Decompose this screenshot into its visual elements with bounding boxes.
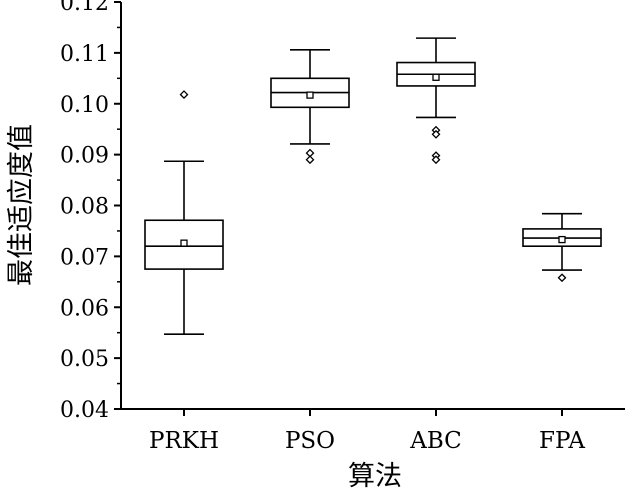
mean-marker <box>180 239 188 247</box>
y-ticks: 0.04 0.05 0.06 0.07 0.08 0.09 0.10 0.11 0.12 <box>60 0 121 423</box>
y-tick-label: 0.04 <box>60 398 109 423</box>
x-categories: PRKH PSO ABC FPA <box>149 409 585 454</box>
x-category-label: PRKH <box>149 428 219 454</box>
outlier-point <box>431 155 441 165</box>
mean-marker <box>432 73 440 81</box>
x-axis-title: 算法 <box>348 461 402 492</box>
y-tick-label: 0.11 <box>60 42 109 67</box>
y-tick-label: 0.12 <box>60 0 109 16</box>
y-tick-label: 0.10 <box>60 93 109 118</box>
box-prkh <box>144 90 224 336</box>
x-category-label: FPA <box>539 428 585 454</box>
y-tick-label: 0.05 <box>60 347 109 372</box>
y-tick-label: 0.08 <box>60 195 109 220</box>
box-fpa <box>522 212 602 283</box>
mean-marker <box>306 91 314 99</box>
outlier-point <box>431 129 441 139</box>
x-category-label: PSO <box>285 428 335 454</box>
y-tick-label: 0.06 <box>60 296 109 321</box>
box-abc <box>396 37 476 165</box>
y-tick-label: 0.07 <box>60 245 109 270</box>
mean-marker <box>558 235 566 244</box>
outlier-point <box>557 273 567 283</box>
axes <box>120 2 625 410</box>
y-axis-title: 最佳适应度值 <box>6 124 37 286</box>
box-pso <box>270 49 350 165</box>
outlier-point <box>179 90 189 100</box>
y-tick-label: 0.09 <box>60 144 109 169</box>
x-category-label: ABC <box>409 428 462 454</box>
boxes <box>144 37 602 336</box>
outlier-point <box>305 155 315 165</box>
